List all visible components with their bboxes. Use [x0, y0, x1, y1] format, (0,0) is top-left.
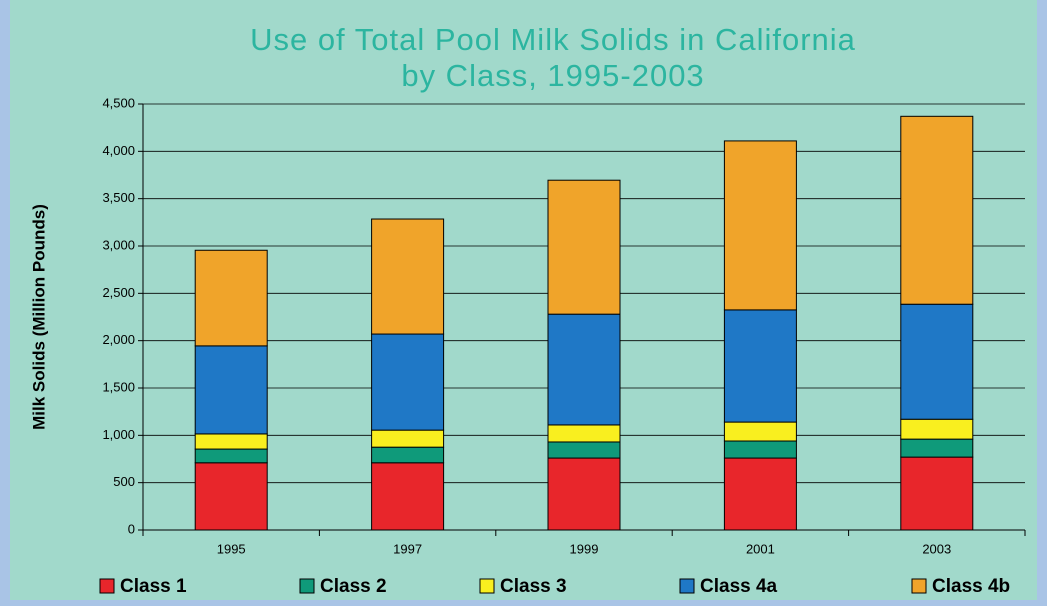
bar-segment [371, 462, 445, 531]
y-tick-label: 500 [113, 474, 135, 489]
legend-swatch [911, 578, 927, 594]
x-tick-label: 1995 [217, 541, 246, 556]
legend-label: Class 1 [120, 576, 187, 597]
chart-subtitle: by Class, 1995-2003 [401, 58, 704, 93]
y-tick-label: 4,500 [102, 95, 135, 110]
bar-segment [900, 115, 974, 305]
y-tick-label: 3,500 [102, 190, 135, 205]
y-tick-label: 1,000 [102, 427, 135, 442]
y-tick-label: 3,000 [102, 237, 135, 252]
bar-segment [371, 446, 445, 464]
bar-segment [194, 433, 268, 450]
bar-segment [547, 179, 621, 315]
legend-label: Class 4b [932, 576, 1010, 597]
bar-segment [900, 418, 974, 440]
y-tick-label: 1,500 [102, 379, 135, 394]
bar-segment [723, 140, 797, 311]
bar-segment [371, 218, 445, 335]
y-tick-label: 2,000 [102, 332, 135, 347]
legend-label: Class 3 [500, 576, 567, 597]
bar-segment [547, 457, 621, 531]
legend-swatch [679, 578, 695, 594]
y-tick-label: 4,000 [102, 143, 135, 158]
background [10, 0, 1037, 600]
bar-segment [547, 441, 621, 459]
bar-segment [194, 345, 268, 435]
bar-segment [194, 448, 268, 464]
bar-segment [900, 438, 974, 458]
bar-segment [194, 249, 268, 347]
x-tick-label: 1999 [570, 541, 599, 556]
x-tick-label: 1997 [393, 541, 422, 556]
chart-title: Use of Total Pool Milk Solids in Califor… [250, 22, 856, 57]
bar-segment [547, 313, 621, 426]
legend-swatch [99, 578, 115, 594]
bar-segment [723, 421, 797, 442]
x-tick-label: 2003 [922, 541, 951, 556]
y-axis-label: Milk Solids (Million Pounds) [29, 204, 48, 430]
bar-segment [371, 333, 445, 431]
y-tick-label: 2,500 [102, 285, 135, 300]
legend-swatch [299, 578, 315, 594]
bar-segment [723, 309, 797, 423]
bar-segment [900, 303, 974, 420]
legend-swatch [479, 578, 495, 594]
bar-segment [371, 429, 445, 448]
bar-segment [723, 457, 797, 531]
bar-segment [547, 424, 621, 443]
legend-label: Class 2 [320, 576, 387, 597]
bar-segment [900, 456, 974, 531]
bar-segment [723, 440, 797, 459]
y-tick-label: 0 [128, 521, 135, 536]
bar-segment [194, 462, 268, 531]
x-tick-label: 2001 [746, 541, 775, 556]
legend-label: Class 4a [700, 576, 778, 597]
